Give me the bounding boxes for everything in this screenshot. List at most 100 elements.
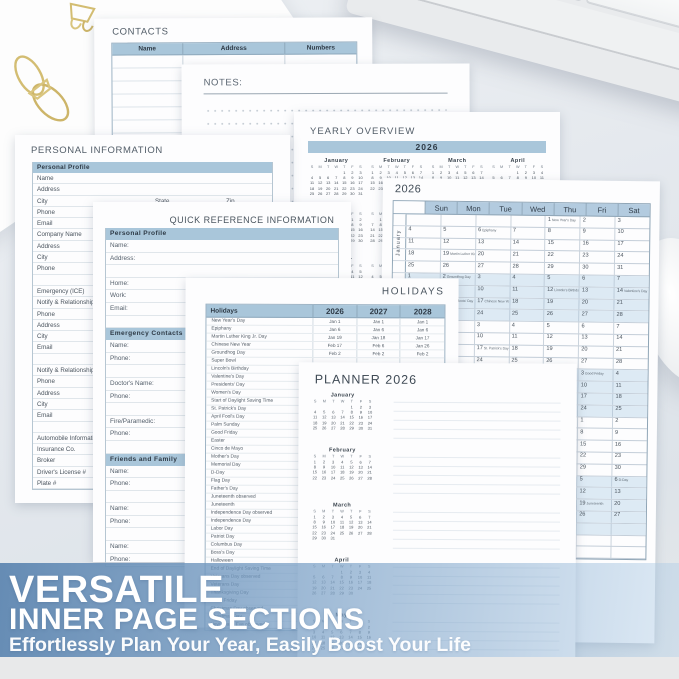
planner-note-line xyxy=(393,511,561,514)
mini-day-cell: 10 xyxy=(358,175,363,181)
mini-day-cell: 24 xyxy=(330,475,336,481)
mini-dow-letter: M xyxy=(500,165,504,169)
decorative-element xyxy=(82,20,94,32)
planner-note-line xyxy=(393,401,561,404)
holiday-name: Juneteenth observed xyxy=(205,493,313,501)
mini-day-cell: 20 xyxy=(325,185,331,191)
monthly-calendar-day-cell xyxy=(406,214,442,226)
monthly-calendar-day-cell: 12 xyxy=(544,333,580,346)
mini-day-cell: 21 xyxy=(334,185,339,191)
mini-dow-letter: W xyxy=(455,165,460,169)
mini-day-cell: 3 xyxy=(387,170,390,175)
monthly-calendar-day-cell: 7 xyxy=(510,227,546,239)
mini-month-name: April xyxy=(510,158,526,164)
planner-month-block: March S M T W T F S 1 2 3 4 5 6 7 8 9 10 11 12 13 14 15 16 17 18 1… xyxy=(310,502,374,540)
mini-day-cell: 15 xyxy=(378,227,383,233)
mini-month-name: February xyxy=(328,447,356,454)
monthly-calendar-day-cell: 12 xyxy=(440,238,476,250)
monthly-calendar-day-cell: 31 xyxy=(617,264,624,271)
contacts-column-header: Numbers xyxy=(306,44,335,52)
monthly-calendar-day-cell: 22 xyxy=(545,251,581,263)
monthly-calendar-day-cell: 4 xyxy=(509,321,545,333)
monthly-calendar-day-cell: 5 xyxy=(544,322,580,334)
decorative-element xyxy=(31,83,70,122)
mini-day-cell xyxy=(365,535,374,540)
monthly-calendar-day-cell: 25 xyxy=(613,405,648,417)
monthly-calendar-day-cell: 10 xyxy=(578,381,614,393)
mini-day-cell: 13 xyxy=(471,175,476,181)
yearly-overview-title: YEARLY OVERVIEW xyxy=(310,126,416,137)
mini-day-cell: 7 xyxy=(419,170,423,175)
quick-reference-field-label: Work: xyxy=(110,292,127,300)
mini-day-cell: 29 xyxy=(342,190,347,196)
mini-day-cell: 22 xyxy=(312,474,318,480)
decorative-element xyxy=(70,18,82,30)
mini-day-cell: 2 xyxy=(379,170,382,175)
mini-dow-letter: T xyxy=(327,165,330,169)
mini-day-cell: 27 xyxy=(358,475,363,481)
mini-day-cell: 9 xyxy=(439,175,443,181)
monthly-calendar-day-cell: 9 xyxy=(580,228,616,240)
holiday-name: Labor Day xyxy=(205,525,313,533)
mini-day-cell: 17 xyxy=(358,180,363,186)
monthly-calendar-day-cell: 15 xyxy=(545,239,581,251)
planner-note-line xyxy=(393,465,561,468)
monthly-calendar-day-cell: 25 xyxy=(509,309,545,322)
holiday-date-2026: Jan 1 xyxy=(313,317,358,326)
mini-day-cell: 15 xyxy=(342,180,347,186)
mini-day-cell: 2 xyxy=(524,170,527,175)
holiday-name: Groundhog Day xyxy=(206,349,314,357)
monthly-calendar-day-cell: 21 xyxy=(614,299,649,311)
mini-day-cell: 2 xyxy=(359,216,362,222)
mini-day-cell: 29 xyxy=(349,425,354,431)
mini-day-cell: 31 xyxy=(358,190,363,196)
mini-dow-letter: S xyxy=(371,165,374,169)
contacts-cell xyxy=(112,107,184,120)
monthly-calendar-day-cell: 6Epiphany xyxy=(475,226,511,239)
holiday-annotation: St. Patrick's Day xyxy=(483,346,509,351)
holiday-name: New Year's Day xyxy=(206,317,314,325)
mini-day-cell: 22 xyxy=(378,232,383,238)
personal-info-zip-label: Zip xyxy=(226,196,235,206)
mini-day-cell: 5 xyxy=(464,170,467,175)
planner-note-line xyxy=(393,456,561,459)
mini-dow-letter: M xyxy=(379,165,383,169)
monthly-calendar-day-cell: 5 xyxy=(577,475,613,488)
notes-title: NOTES: xyxy=(203,77,243,89)
monthly-calendar-day-cell: 11 xyxy=(509,333,545,345)
monthly-calendar-dow-cell: Sat xyxy=(628,206,640,216)
mini-day-cell: 15 xyxy=(370,180,375,186)
monthly-calendar-day-cell: 21 xyxy=(510,250,546,263)
holiday-date-2028: Jan 1 xyxy=(416,319,429,325)
monthly-calendar-day-cell: 30 xyxy=(580,263,616,275)
mini-day-cell: 14 xyxy=(417,175,425,180)
mini-day-cell: 2 xyxy=(439,170,443,175)
mini-dow-letter: M xyxy=(439,165,443,169)
holiday-name: Independence Day xyxy=(205,517,313,525)
holiday-annotation: Epiphany xyxy=(482,228,497,233)
holiday-date-2026: Jan 19 xyxy=(313,333,358,342)
monthly-calendar-day-cell: 24 xyxy=(578,405,614,417)
planner-note-line xyxy=(393,474,561,477)
monthly-calendar-day-cell: 1New Year's Day xyxy=(545,215,581,228)
mini-day-cell: 12 xyxy=(358,274,363,280)
monthly-calendar-day-cell: 24 xyxy=(474,309,510,321)
planner-note-line xyxy=(392,529,560,532)
mini-day-cell: 4 xyxy=(456,170,459,175)
mini-day-cell: 4 xyxy=(371,274,374,280)
contacts-cell xyxy=(112,68,184,81)
holiday-date-2026: Jan 6 xyxy=(313,325,358,334)
quick-reference-field-label: Fire/Paramedic: xyxy=(110,417,156,425)
monthly-calendar-day-cell: 11 xyxy=(406,237,442,250)
planner-note-line xyxy=(392,538,560,541)
mini-dow-letter: S xyxy=(310,165,314,169)
monthly-calendar-day-cell: 6D-Day xyxy=(612,476,647,488)
quick-reference-field-label: Phone: xyxy=(110,354,131,362)
holiday-name: Patriot Day xyxy=(205,533,313,541)
mini-day-cell: 23 xyxy=(350,185,355,191)
mini-day-cell: 11 xyxy=(539,175,545,181)
mini-dow-letter: T xyxy=(387,165,390,169)
